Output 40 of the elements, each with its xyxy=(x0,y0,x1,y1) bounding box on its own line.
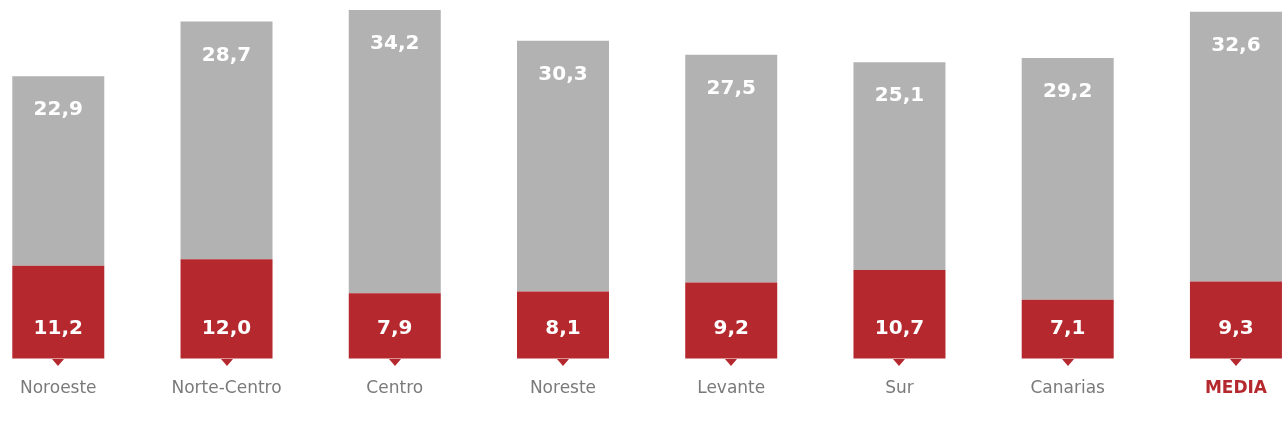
data-label: 11,2 xyxy=(33,314,83,339)
data-label: 22,9 xyxy=(33,96,83,121)
x-tick-label: Sur xyxy=(885,377,914,398)
bar xyxy=(853,62,946,270)
data-label: 28,7 xyxy=(201,41,252,66)
bar xyxy=(685,54,778,283)
x-tick-label: MEDIA xyxy=(1204,377,1268,398)
x-tick-label: Centro xyxy=(366,377,424,398)
data-label: 9,2 xyxy=(713,314,749,339)
x-tick-label: Levante xyxy=(697,377,766,398)
bar xyxy=(1189,281,1282,359)
data-label: 32,6 xyxy=(1211,31,1261,56)
data-label: 8,1 xyxy=(545,314,581,339)
data-label: 25,1 xyxy=(874,82,925,107)
bar xyxy=(180,21,273,260)
x-tick-label: Canarias xyxy=(1030,377,1106,398)
bar xyxy=(1021,299,1114,359)
bar xyxy=(1021,58,1114,300)
bar xyxy=(348,293,441,359)
data-label: 34,2 xyxy=(370,30,420,55)
data-label: 12,0 xyxy=(201,314,252,339)
bar xyxy=(348,10,441,294)
bar xyxy=(685,282,778,359)
data-label: 29,2 xyxy=(1043,78,1093,103)
data-label: 7,1 xyxy=(1049,314,1086,339)
bar xyxy=(1189,11,1282,282)
x-tick-label: Norte-Centro xyxy=(171,377,282,398)
data-label: 10,7 xyxy=(874,314,925,339)
bar xyxy=(12,265,105,359)
data-label: 7,9 xyxy=(377,314,413,339)
x-tick-label: Noreste xyxy=(529,377,597,398)
bar xyxy=(517,291,609,359)
bar xyxy=(12,76,105,266)
bar xyxy=(180,259,273,359)
data-label: 30,3 xyxy=(538,60,588,85)
data-label: 9,3 xyxy=(1218,314,1254,339)
x-tick-label: Noroeste xyxy=(20,377,97,398)
data-label: 27,5 xyxy=(706,74,756,99)
bar xyxy=(517,40,609,292)
bar xyxy=(853,270,946,359)
